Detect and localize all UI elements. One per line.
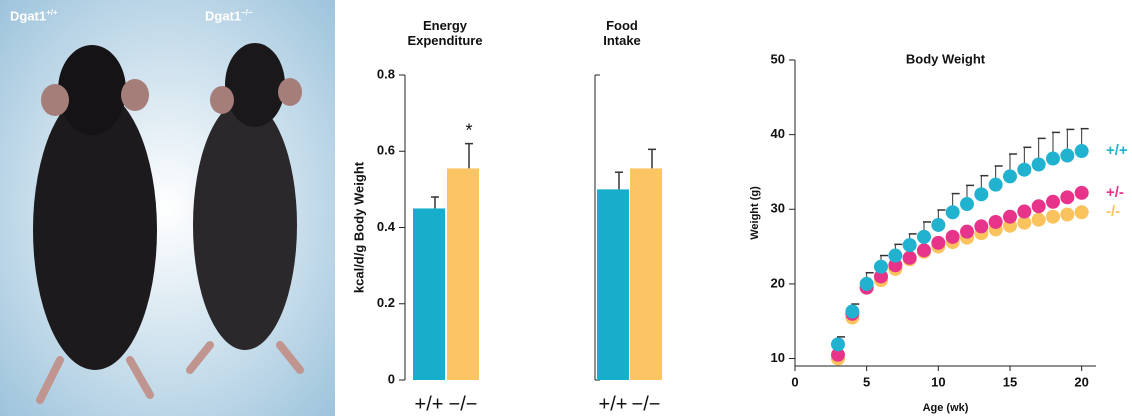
data-point bbox=[1046, 210, 1060, 224]
data-point bbox=[946, 230, 960, 244]
x-tick-label: −/− bbox=[632, 393, 661, 415]
x-tick-label: 15 bbox=[1003, 374, 1017, 389]
y-tick-label: 0.8 bbox=[377, 66, 395, 81]
x-tick-label: 10 bbox=[931, 374, 945, 389]
data-point bbox=[974, 219, 988, 233]
y-axis-label: kcal/d/g Body Weight bbox=[351, 161, 366, 293]
data-point bbox=[1075, 144, 1089, 158]
data-point bbox=[989, 178, 1003, 192]
data-point bbox=[1046, 152, 1060, 166]
data-point bbox=[931, 218, 945, 232]
y-tick-label: 10 bbox=[771, 350, 785, 365]
data-point bbox=[1075, 186, 1089, 200]
mouse-photo bbox=[0, 0, 335, 416]
photo-label: Dgat1+/+ bbox=[10, 8, 58, 23]
data-point bbox=[1060, 149, 1074, 163]
legend-label: +/+ bbox=[1106, 142, 1128, 159]
data-point bbox=[946, 205, 960, 219]
x-tick-label: 5 bbox=[863, 374, 870, 389]
data-point bbox=[903, 251, 917, 265]
data-point bbox=[1046, 195, 1060, 209]
x-tick-label: +/+ bbox=[415, 393, 444, 415]
y-tick-label: 0.6 bbox=[377, 143, 395, 158]
label-genotype: −/− bbox=[241, 8, 253, 17]
data-point bbox=[903, 238, 917, 252]
y-axis-label: Weight (g) bbox=[749, 186, 761, 240]
label-text: Dgat1 bbox=[205, 8, 241, 23]
chart-title: Body Weight bbox=[906, 51, 986, 66]
chart-title: Energy Expenditure bbox=[395, 18, 495, 48]
x-tick-label: 20 bbox=[1074, 374, 1088, 389]
bar bbox=[597, 189, 629, 380]
data-point bbox=[1060, 190, 1074, 204]
y-tick-label: 0.2 bbox=[377, 295, 395, 310]
data-point bbox=[1032, 213, 1046, 227]
bar bbox=[413, 208, 445, 380]
data-point bbox=[888, 249, 902, 263]
legend-label: +/- bbox=[1106, 184, 1124, 201]
bar bbox=[447, 168, 479, 380]
data-point bbox=[1032, 199, 1046, 213]
data-point bbox=[974, 187, 988, 201]
y-tick-label: 0 bbox=[388, 371, 395, 386]
y-tick-label: 50 bbox=[771, 51, 785, 66]
data-point bbox=[831, 337, 845, 351]
data-point bbox=[1017, 205, 1031, 219]
photo-label: Dgat1−/− bbox=[205, 8, 253, 23]
data-point bbox=[960, 197, 974, 211]
data-point bbox=[917, 243, 931, 257]
data-point bbox=[1060, 207, 1074, 221]
data-point bbox=[874, 260, 888, 274]
legend-label: -/- bbox=[1106, 203, 1120, 220]
data-point bbox=[989, 215, 1003, 229]
data-point bbox=[960, 225, 974, 239]
data-point bbox=[1003, 210, 1017, 224]
data-point bbox=[1075, 205, 1089, 219]
data-point bbox=[860, 277, 874, 291]
x-axis-label: Age (wk) bbox=[923, 402, 969, 414]
bar bbox=[630, 168, 662, 380]
x-tick-label: −/− bbox=[449, 393, 478, 415]
label-genotype: +/+ bbox=[46, 8, 58, 17]
x-tick-label: 0 bbox=[791, 374, 798, 389]
chart: 00.20.40.60.8kcal/d/g Body Weight+/+−/−*… bbox=[0, 0, 1132, 416]
data-point bbox=[931, 236, 945, 250]
figure: 00.20.40.60.8kcal/d/g Body Weight+/+−/−*… bbox=[0, 0, 1132, 416]
data-point bbox=[1032, 157, 1046, 171]
y-tick-label: 20 bbox=[771, 275, 785, 290]
chart-title: Food Intake bbox=[592, 18, 652, 48]
y-tick-label: 30 bbox=[771, 201, 785, 216]
significance-mark: * bbox=[465, 120, 472, 140]
label-text: Dgat1 bbox=[10, 8, 46, 23]
y-tick-label: 0.4 bbox=[377, 219, 396, 234]
data-point bbox=[1017, 163, 1031, 177]
data-point bbox=[1003, 169, 1017, 183]
x-tick-label: +/+ bbox=[599, 393, 628, 415]
y-tick-label: 40 bbox=[771, 126, 785, 141]
data-point bbox=[845, 305, 859, 319]
data-point bbox=[917, 230, 931, 244]
